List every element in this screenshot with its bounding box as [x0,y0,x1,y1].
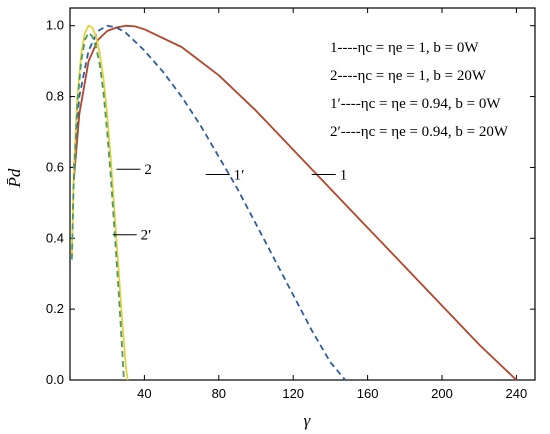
annotation-label: 2′ [141,228,152,244]
legend-entry: 1′----ηc = ηe = 0.94, b = 0W [330,96,501,112]
series-line-2p [71,31,125,381]
annotation-label: 2 [144,162,152,178]
annotation-layer: 1 1′ 2 2′ [112,162,348,244]
legend-entry: 2----ηc = ηe = 1, b = 20W [330,68,487,84]
x-tick-label: 40 [137,386,151,401]
x-tick-label: 240 [506,386,528,401]
axis-ticks: 40 80 120 160 200 240 0.0 0.2 0.4 0.6 0.8 1.0 [46,8,535,401]
legend: 1----ηc = ηe = 1, b = 0W 2----ηc = ηe = 1… [330,40,509,140]
plot-frame [69,7,536,381]
series-layer [71,24,518,381]
y-axis-title: P̄d [5,168,24,188]
x-tick-label: 120 [282,386,304,401]
y-tick-label: 1.0 [46,18,64,33]
y-tick-label: 0.2 [46,301,64,316]
series-line-1 [72,24,518,381]
series-line-1p [72,24,346,381]
legend-entry: 1----ηc = ηe = 1, b = 0W [330,40,479,56]
x-tick-label: 200 [431,386,453,401]
annotation-label: 1′ [234,168,245,184]
y-tick-label: 0.0 [46,372,64,387]
axes-frame [69,7,536,381]
x-axis-title: γ [304,411,312,430]
x-tick-label: 160 [357,386,379,401]
annotation-label: 1 [340,168,348,184]
y-tick-label: 0.8 [46,89,64,104]
y-tick-label: 0.4 [46,230,64,245]
y-tick-label: 0.6 [46,159,64,174]
legend-entry: 2′----ηc = ηe = 0.94, b = 20W [330,124,509,140]
x-tick-label: 80 [212,386,226,401]
